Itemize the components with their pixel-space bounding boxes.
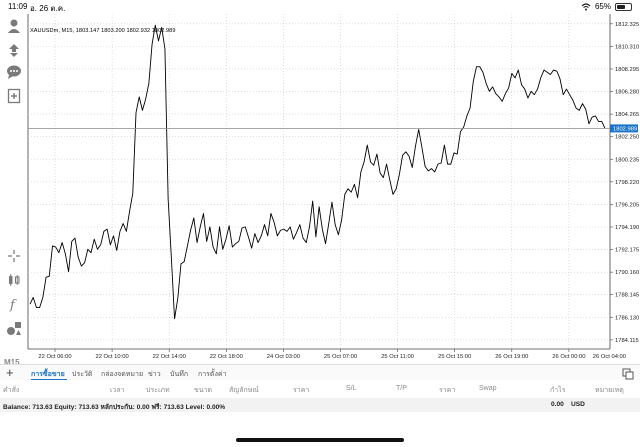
y-tick-label: 1800.235 — [615, 157, 639, 163]
x-tick-label: 22 Oct 06:00 — [38, 354, 71, 360]
status-date: อ. 26 ต.ค. — [30, 4, 66, 13]
buy-sell-icon[interactable] — [4, 40, 24, 60]
battery-level — [617, 4, 626, 9]
indicators-icon[interactable]: f — [4, 294, 24, 314]
y-tick-label: 1798.220 — [615, 180, 639, 186]
account-currency: USD — [571, 401, 585, 408]
x-tick-label: 26 Oct 04:00 — [593, 354, 626, 360]
x-tick-label: 24 Oct 03:00 — [267, 354, 300, 360]
x-tick-label: 22 Oct 10:00 — [95, 354, 128, 360]
y-tick-label: 1786.130 — [615, 315, 639, 321]
header-type: ประเภท — [146, 387, 170, 394]
y-tick-label: 1804.265 — [615, 112, 639, 118]
y-tick-label: 1790.160 — [615, 270, 639, 276]
status-time: 11:09 — [8, 2, 28, 11]
chart-area[interactable]: 1812.325 1810.310 1808.295 1806.280 1804.265… — [0, 14, 640, 364]
current-price-tag — [610, 124, 638, 133]
new-order-button[interactable]: + — [6, 365, 14, 380]
tab-journal[interactable]: บันทึก — [170, 371, 189, 378]
objects-icon[interactable] — [4, 318, 24, 338]
y-tick-label: 1812.325 — [615, 22, 639, 28]
tab-trade[interactable]: การซื้อขาย — [31, 371, 65, 378]
y-tick-label: 1802.250 — [615, 135, 639, 141]
header-tp: T/P — [396, 385, 407, 392]
timeframe-label[interactable]: M15 — [4, 358, 20, 367]
y-tick-label: 1792.175 — [615, 248, 639, 254]
export-icon[interactable] — [622, 367, 634, 385]
header-order: คำสั่ง — [3, 387, 20, 394]
header-profit: กำไร — [550, 387, 566, 394]
status-indicators: 65% — [581, 2, 632, 11]
header-comment: หมายเหตุ — [595, 387, 624, 394]
y-tick-label: 1796.205 — [615, 202, 639, 208]
x-tick-label: 25 Oct 07:00 — [324, 354, 357, 360]
y-tick-label: 1808.295 — [615, 67, 639, 73]
orders-table-header: คำสั่ง เวลา ประเภท ขนาด สัญลักษณ์ ราคา S… — [0, 381, 640, 397]
home-indicator[interactable] — [236, 438, 404, 442]
current-price-label: 1802.989 — [613, 127, 637, 133]
header-swap: Swap — [479, 385, 497, 392]
header-time: เวลา — [110, 387, 125, 394]
battery-icon — [615, 2, 632, 11]
status-bar: 11:09 อ. 26 ต.ค. 65% — [0, 0, 640, 14]
y-tick-label: 1794.190 — [615, 225, 639, 231]
tab-history[interactable]: ประวัติ — [72, 371, 93, 378]
active-tab-indicator — [31, 379, 67, 380]
header-sl: S/L — [346, 385, 357, 392]
y-tick-label: 1784.115 — [615, 338, 639, 344]
person-icon[interactable] — [4, 16, 24, 36]
battery-percent: 65% — [594, 2, 611, 11]
x-tick-label: 22 Oct 14:00 — [153, 354, 186, 360]
symbol-info: XAUUSDm, M15, 1803.147 1803.200 1802.932… — [30, 28, 176, 34]
left-toolbar: f M15 — [0, 14, 28, 367]
price-chart[interactable]: 1812.325 1810.310 1808.295 1806.280 1804.265… — [0, 14, 640, 364]
svg-text:f: f — [9, 298, 17, 312]
price-series-line — [29, 24, 606, 320]
total-profit: 0.00 — [551, 401, 564, 408]
header-price: ราคา — [293, 387, 310, 394]
y-tick-label: 1806.280 — [615, 90, 639, 96]
x-tick-label: 25 Oct 15:00 — [438, 354, 471, 360]
chart-type-icon[interactable] — [4, 270, 24, 290]
balance-row: Balance: 713.63 Equity: 713.63 หลักประกั… — [0, 398, 640, 412]
header-symbol: สัญลักษณ์ — [229, 387, 259, 394]
x-tick-label: 26 Oct 19:00 — [495, 354, 528, 360]
chat-icon[interactable] — [4, 62, 24, 82]
tab-settings[interactable]: การตั้งค่า — [198, 371, 227, 378]
header-current-price: ราคา — [439, 387, 456, 394]
balance-summary: Balance: 713.63 Equity: 713.63 หลักประกั… — [3, 404, 226, 411]
bottom-tabs-bar: + การซื้อขาย ประวัติ กล่องจดหมาย ข่าว บั… — [0, 364, 640, 380]
header-volume: ขนาด — [194, 387, 213, 394]
x-tick-label: 26 Oct 00:00 — [552, 354, 585, 360]
y-tick-label: 1788.145 — [615, 293, 639, 299]
x-tick-label: 22 Oct 18:00 — [210, 354, 243, 360]
wifi-icon — [581, 2, 591, 10]
tab-mailbox[interactable]: กล่องจดหมาย — [101, 371, 144, 378]
add-chart-icon[interactable] — [4, 86, 24, 106]
x-tick-label: 25 Oct 11:00 — [381, 354, 414, 360]
crosshair-icon[interactable] — [4, 246, 24, 266]
tab-news[interactable]: ข่าว — [148, 371, 161, 378]
y-tick-label: 1810.310 — [615, 44, 639, 50]
